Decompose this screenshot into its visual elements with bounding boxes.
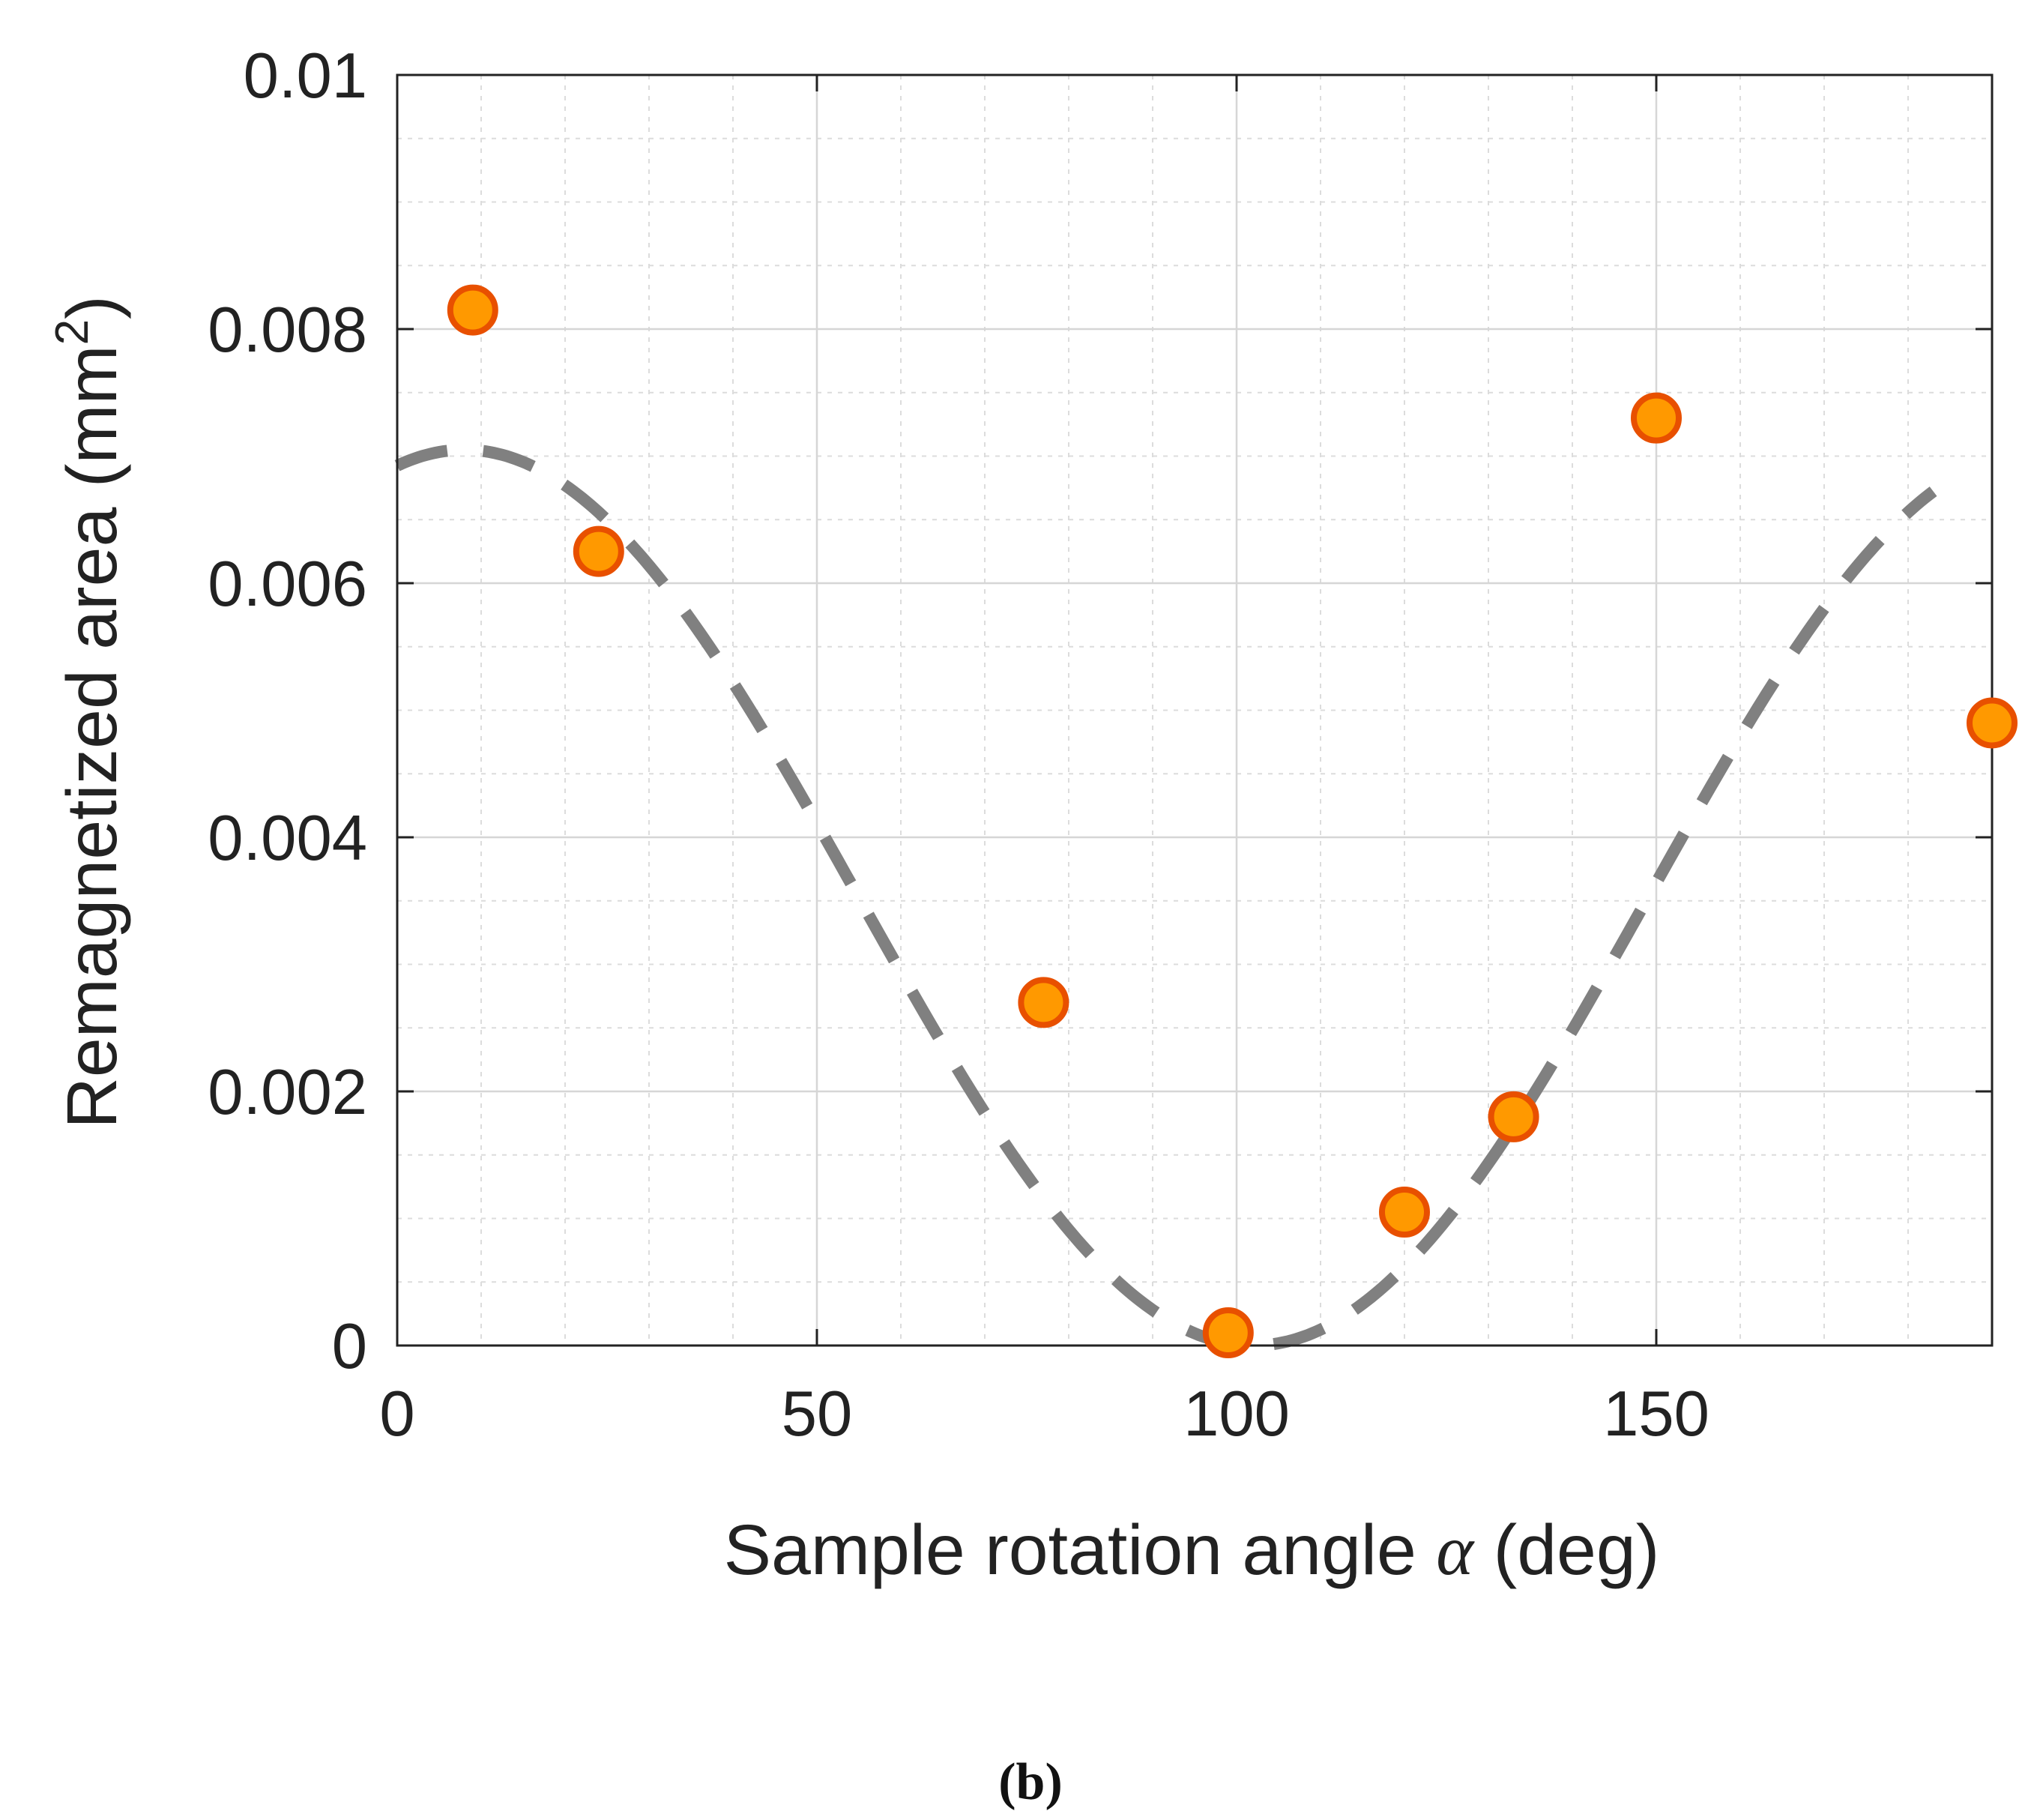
grid — [397, 75, 1992, 1346]
figure-caption: (b) — [998, 1753, 1063, 1811]
y-tick-labels: 0 0.002 0.004 0.006 0.008 0.01 — [208, 40, 367, 1382]
caption-label: b — [1016, 1753, 1045, 1811]
data-point — [1488, 1091, 1539, 1142]
x-tick-label: 0 — [379, 1378, 414, 1450]
y-axis-title-close: ) — [52, 295, 132, 319]
x-axis-alpha-symbol: α — [1436, 1510, 1475, 1590]
fit-curve-line — [394, 443, 1937, 1352]
x-axis-unit: (deg) — [1494, 1510, 1660, 1590]
x-tick-label: 100 — [1183, 1378, 1290, 1450]
fit-layer — [394, 443, 1937, 1352]
data-points — [447, 284, 2018, 1359]
y-axis-title: Remagnetized area (mm2) — [46, 295, 132, 1129]
caption-open-paren: ( — [998, 1753, 1016, 1811]
y-tick-label: 0.008 — [208, 295, 367, 366]
data-point — [1631, 392, 1682, 444]
x-tick-label: 150 — [1603, 1378, 1709, 1450]
x-tick-labels: 0 50 100 150 — [379, 1378, 1709, 1450]
data-point — [1202, 1307, 1254, 1359]
y-tick-label: 0.002 — [208, 1057, 367, 1128]
data-point — [1018, 977, 1069, 1028]
x-axis-title: Sample rotation angle α (deg) — [724, 1510, 1660, 1590]
data-point — [1379, 1187, 1430, 1238]
y-tick-label: 0.006 — [208, 549, 367, 620]
y-tick-label: 0.01 — [244, 40, 367, 112]
data-point — [1967, 697, 2018, 749]
y-axis-title-superscript: 2 — [46, 319, 98, 345]
x-tick-label: 50 — [782, 1378, 853, 1450]
axis-ticks — [396, 73, 1992, 1347]
y-tick-label: 0 — [332, 1311, 367, 1382]
y-tick-label: 0.004 — [208, 803, 367, 874]
data-point — [447, 284, 498, 336]
caption-close-paren: ) — [1045, 1753, 1062, 1811]
x-axis-title-text: Sample rotation angle — [724, 1510, 1416, 1590]
data-point — [573, 525, 624, 577]
y-axis-title-text: Remagnetized area (mm — [52, 345, 132, 1128]
